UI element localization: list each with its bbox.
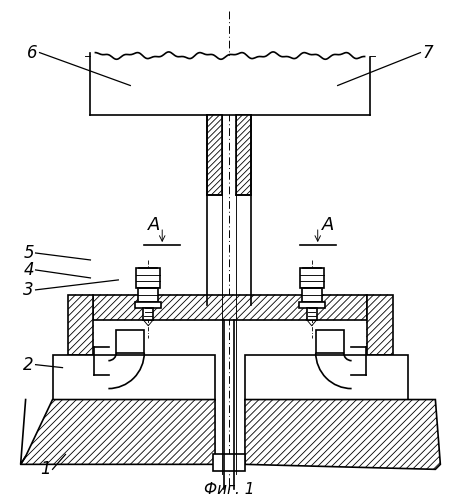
Bar — [316, 330, 344, 352]
Text: 4: 4 — [23, 261, 34, 279]
Polygon shape — [21, 400, 215, 464]
Bar — [135, 302, 161, 308]
Text: 6: 6 — [27, 44, 38, 62]
Bar — [136, 268, 160, 288]
Bar — [138, 288, 158, 302]
Bar — [207, 116, 222, 195]
Text: 7: 7 — [422, 44, 433, 62]
Bar — [236, 116, 251, 195]
Text: 2: 2 — [23, 356, 34, 374]
Text: 1: 1 — [40, 460, 51, 478]
Bar — [143, 308, 153, 320]
Bar — [52, 354, 215, 400]
Text: 3: 3 — [23, 281, 34, 299]
Text: 5: 5 — [23, 244, 34, 262]
Bar — [302, 288, 322, 302]
Bar — [213, 454, 245, 471]
Text: А: А — [322, 216, 334, 234]
Text: Фиг. 1: Фиг. 1 — [204, 482, 254, 497]
Polygon shape — [245, 400, 440, 469]
Bar — [367, 295, 392, 354]
Text: А: А — [148, 216, 161, 234]
Bar — [116, 330, 144, 352]
Bar — [94, 295, 367, 320]
Bar — [68, 295, 94, 354]
Bar — [307, 308, 317, 320]
Bar — [245, 354, 409, 400]
Bar — [90, 56, 369, 116]
Bar — [299, 302, 325, 308]
Bar — [300, 268, 324, 288]
